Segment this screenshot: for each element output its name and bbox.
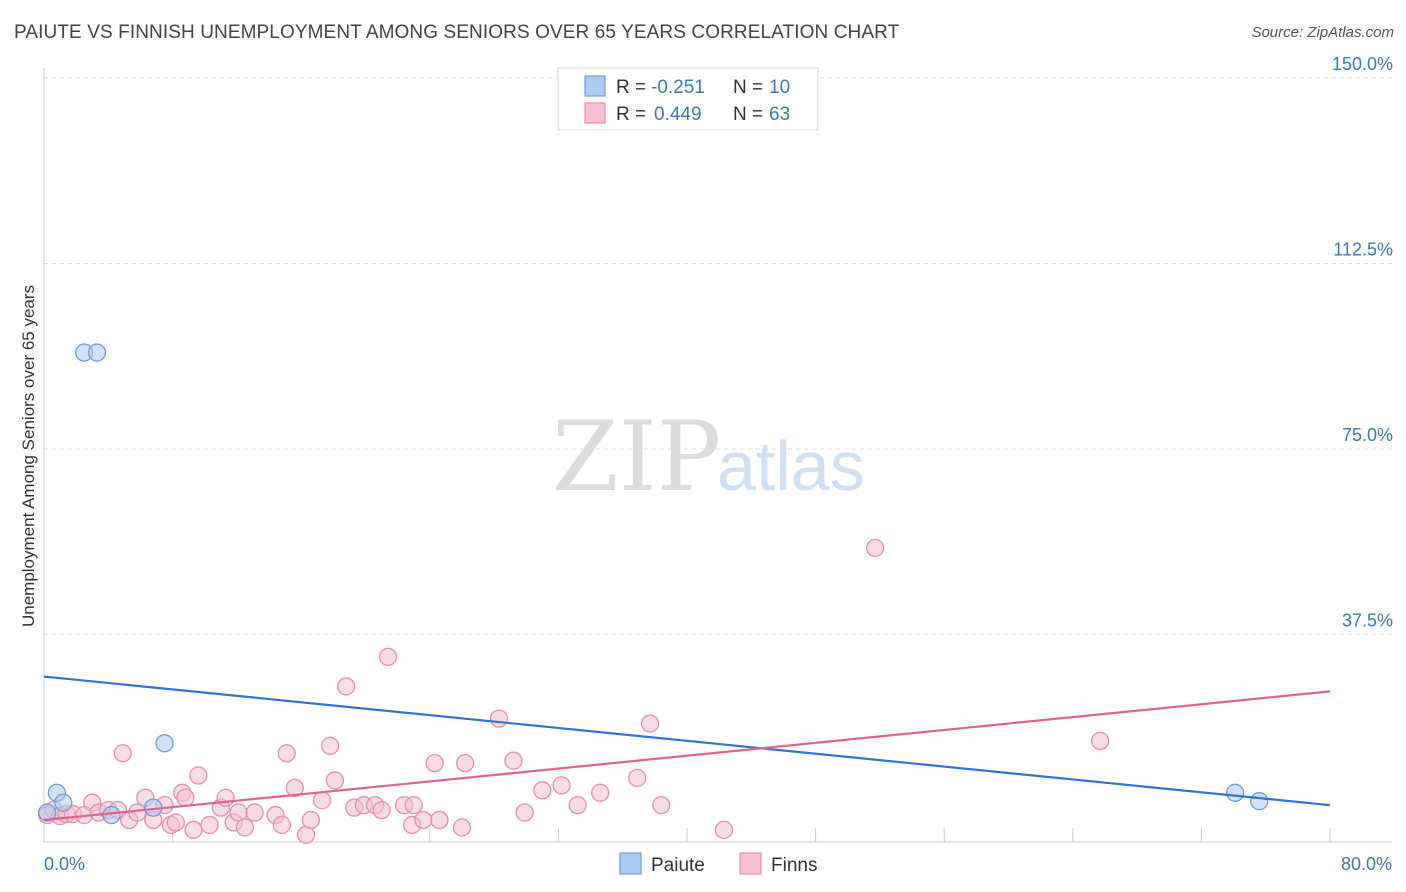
legend-finns-n-label: N = [733, 104, 763, 125]
paiute-point [54, 793, 73, 812]
trend-lines [43, 675, 1331, 822]
paiute-trend-line [43, 675, 1331, 807]
legend-finns-r-label: R = [616, 104, 646, 125]
finns-point [652, 796, 671, 815]
legend-finns-r-value: 0.449 [654, 104, 702, 125]
finns-point [714, 820, 734, 840]
finns-point [378, 647, 398, 666]
legend: R = -0.251 N = 10 R = 0.449 N = 63 [557, 67, 819, 131]
finns-point [216, 788, 235, 807]
paiute-point [1226, 783, 1245, 802]
finns-point [1090, 731, 1110, 751]
finns-point [325, 771, 345, 790]
finns-point [414, 810, 433, 830]
finns-point [425, 753, 444, 773]
bottom-legend-finns-label: Finns [771, 855, 817, 876]
finns-point [591, 783, 610, 802]
legend-paiute-n-label: N = [733, 77, 763, 98]
chart-title: PAIUTE VS FINNISH UNEMPLOYMENT AMONG SEN… [14, 22, 900, 43]
paiute-point [1250, 792, 1269, 811]
finns-point [430, 810, 449, 830]
finns-point [372, 800, 391, 820]
x-minor-ticks [43, 828, 1331, 842]
bottom-legend-paiute-swatch [619, 852, 642, 875]
finns-point [320, 736, 340, 755]
y-tick-labels: 150.0% 112.5% 75.0% 37.5% [1332, 54, 1393, 631]
finns-point [272, 815, 292, 835]
finns-point [456, 753, 475, 773]
x-tick-right: 80.0% [1341, 854, 1392, 874]
finns-point [568, 796, 587, 815]
finns-point [552, 776, 571, 795]
finns-point [452, 818, 472, 837]
paiute-point [155, 734, 174, 753]
finns-point [245, 803, 264, 822]
x-tick-left: 0.0% [44, 854, 85, 874]
y-tick-label: 112.5% [1333, 240, 1393, 260]
bottom-legend: Paiute Finns [619, 852, 817, 876]
watermark-atlas: atlas [717, 427, 865, 505]
finns-point [235, 818, 255, 837]
y-tick-label: 37.5% [1342, 611, 1393, 631]
finns-point [189, 766, 208, 785]
paiute-point [102, 805, 121, 825]
y-axis-label: Unemployment Among Seniors over 65 years [19, 285, 38, 627]
finns-point [176, 788, 195, 807]
legend-finns-n-value: 63 [769, 104, 790, 125]
paiute-point [87, 343, 107, 362]
y-tick-label: 150.0% [1332, 54, 1393, 74]
finns-point [533, 781, 552, 800]
finns-point [404, 796, 423, 815]
finns-point [184, 820, 203, 840]
finns-point [489, 709, 509, 728]
finns-point [113, 744, 132, 763]
finns-point [200, 815, 219, 835]
bottom-legend-paiute-label: Paiute [651, 855, 705, 876]
finns-point [515, 803, 534, 822]
legend-paiute-r-value: -0.251 [651, 77, 705, 98]
bottom-legend-finns-swatch [739, 852, 762, 875]
finns-point [628, 768, 647, 788]
legend-finns-swatch [584, 102, 606, 124]
legend-paiute-r-label: R = [616, 77, 646, 98]
finns-point [312, 791, 332, 810]
y-tick-label: 75.0% [1342, 425, 1393, 445]
finns-point [301, 810, 320, 830]
finns-point [277, 744, 296, 763]
finns-point [504, 751, 523, 770]
watermark-zip: ZIP [552, 401, 721, 513]
legend-paiute-swatch [584, 75, 606, 97]
finns-point [285, 778, 304, 797]
finns-point [166, 813, 185, 832]
finns-trend-line [43, 690, 1331, 822]
finns-point [640, 714, 660, 733]
chart-source: Source: ZipAtlas.com [1251, 24, 1394, 41]
paiute-point [38, 803, 57, 822]
finns-point [865, 538, 885, 558]
legend-paiute-n-value: 10 [769, 77, 790, 98]
finns-point [337, 677, 356, 696]
